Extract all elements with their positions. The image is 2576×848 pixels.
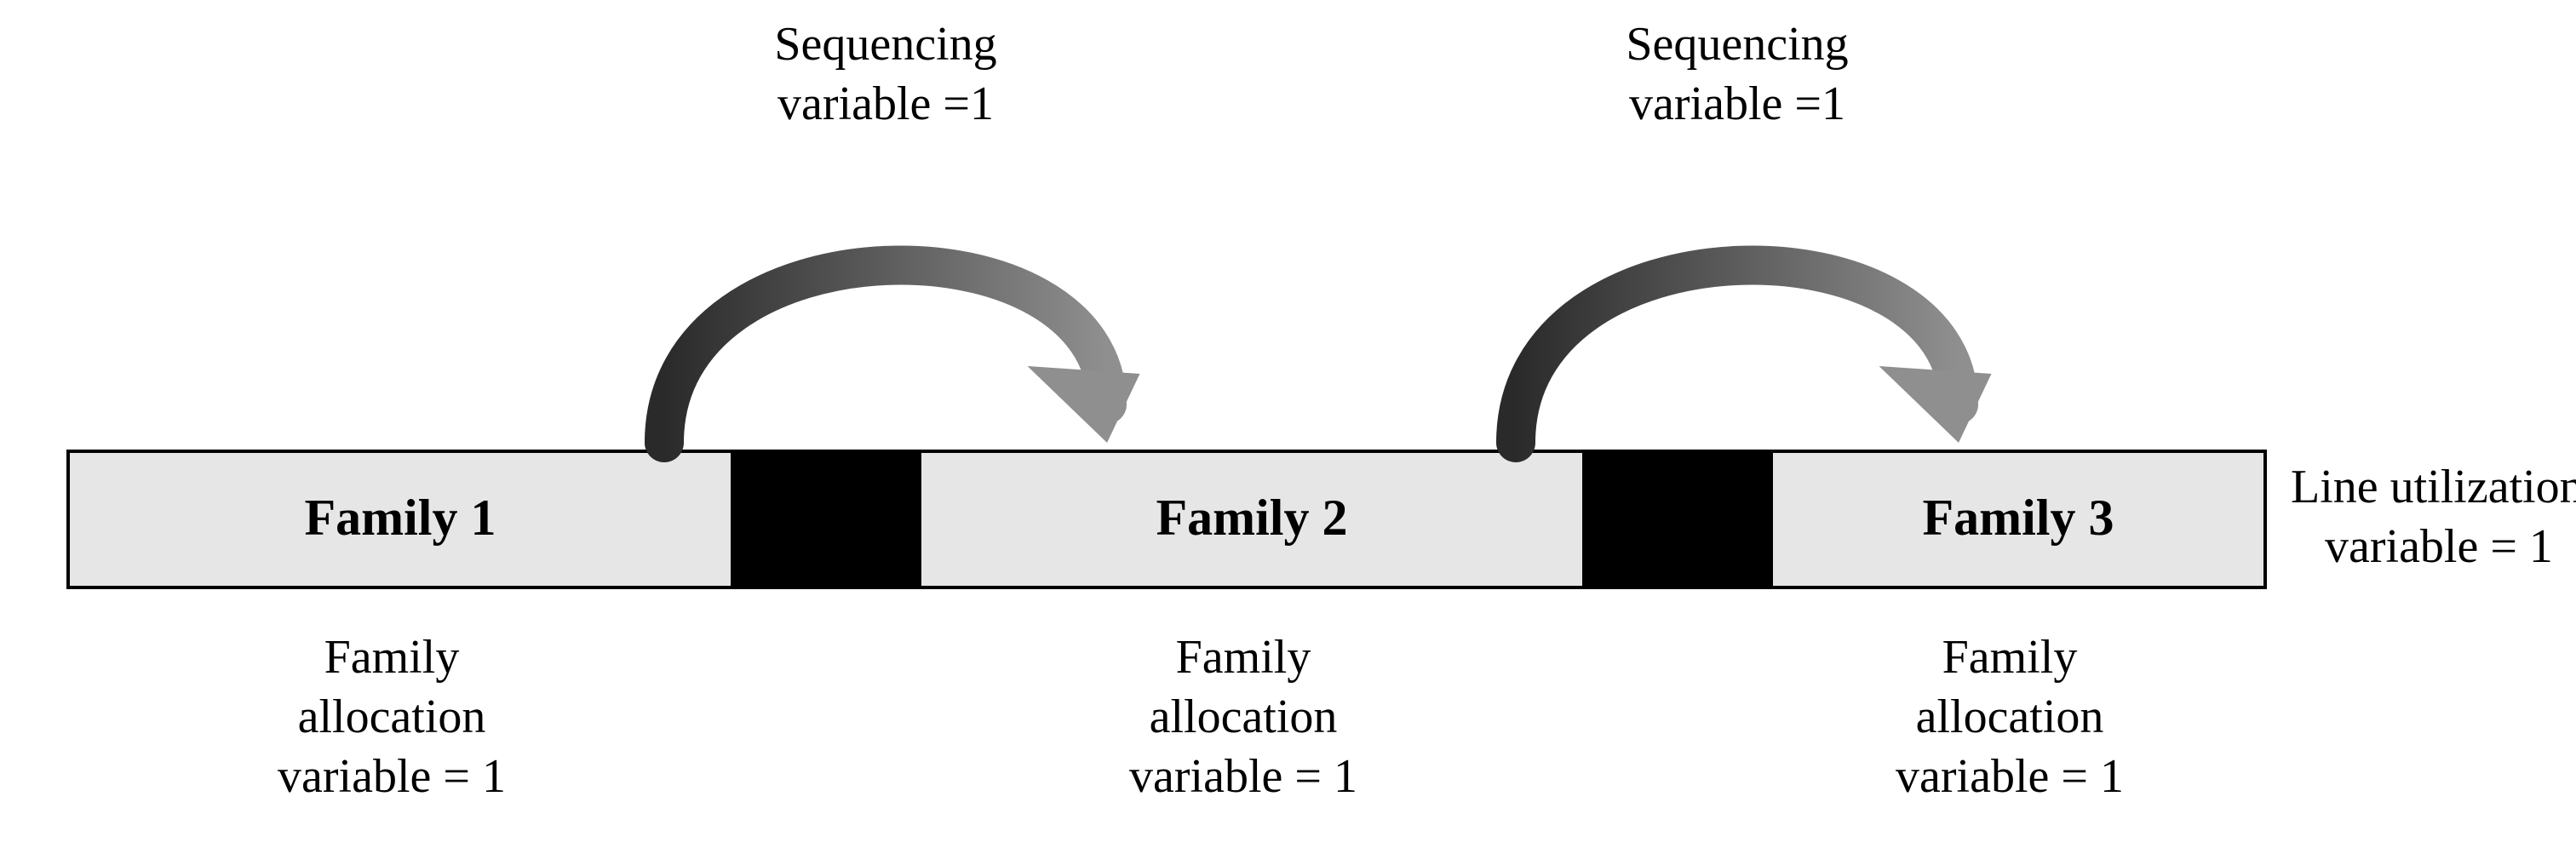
allocation-label-line3: variable = 1 (1129, 750, 1357, 803)
sequencing-label-line2: variable =1 (777, 77, 994, 130)
line-utilization-line1: Line utilization (2291, 461, 2576, 513)
allocation-label-line2: allocation (1916, 690, 2104, 743)
allocation-label-line2: allocation (1150, 690, 1338, 743)
family-box-label: Family 1 (305, 490, 496, 546)
gap-box (732, 451, 920, 587)
allocation-label-line3: variable = 1 (278, 750, 506, 803)
line-utilization-line2: variable = 1 (2325, 520, 2553, 573)
timeline-bar: Family 1 Family 2 Family 3 (68, 451, 2265, 587)
allocation-label-line2: allocation (298, 690, 486, 743)
allocation-label-line1: Family (1942, 631, 2078, 684)
family-box-label: Family 2 (1156, 490, 1348, 546)
sequencing-label-line1: Sequencing (1626, 18, 1848, 71)
family-box-label: Family 3 (1923, 490, 2114, 546)
allocation-label-line3: variable = 1 (1896, 750, 2124, 803)
gap-box (1584, 451, 1771, 587)
sequencing-label-line2: variable =1 (1629, 77, 1845, 130)
sequencing-label-line1: Sequencing (774, 18, 996, 71)
allocation-label-line1: Family (1176, 631, 1311, 684)
allocation-label-line1: Family (324, 631, 460, 684)
